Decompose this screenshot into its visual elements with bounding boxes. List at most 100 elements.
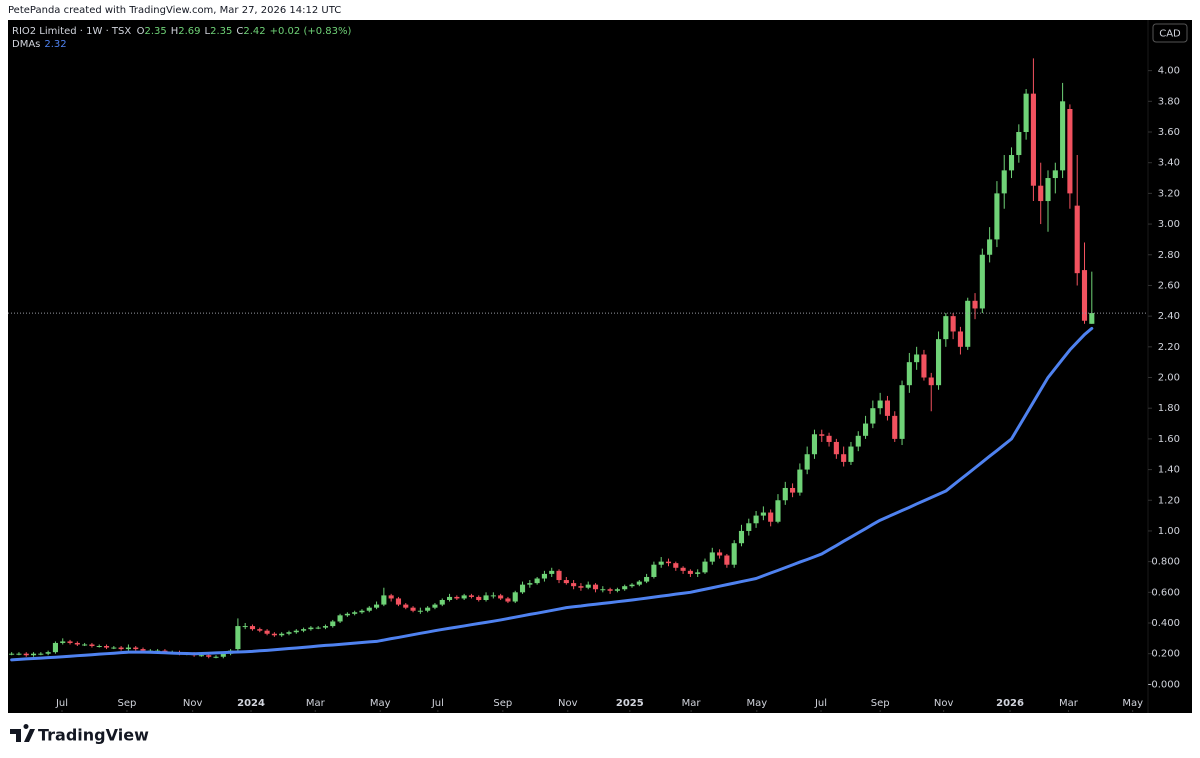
candle-body [614,589,620,591]
candle-body [1001,170,1007,194]
candle-body [498,595,504,599]
candle-body [563,580,569,584]
ohlc-key: O [137,26,145,37]
candle-body [556,570,562,581]
y-tick-label: 1.40 [1158,465,1180,476]
candle-body [439,599,445,605]
x-tick-label: May [1122,698,1143,709]
candle-body [680,567,686,571]
candle-body [352,612,358,614]
candle-body [1067,108,1073,194]
candle-body [665,561,672,564]
brand: TradingView [38,726,149,745]
y-tick-label: 3.40 [1158,158,1180,169]
candle-body [972,300,978,309]
candle-body [760,512,766,516]
candle-body [804,454,810,470]
candle-body [381,595,387,605]
candle-body [89,644,95,647]
candle-body [279,633,285,636]
candle-body [797,469,803,493]
indicator-legend: DMAs 2.32 [12,39,67,50]
candle-body [432,604,438,608]
ohlc-value: 2.42 [243,26,265,37]
candle-body [213,656,219,658]
change: +0.02 (+0.83%) [270,26,352,37]
candle-body [914,354,920,363]
y-tick-label: 0.800 [1151,557,1180,568]
ohlc-key: L [205,26,211,37]
y-tick-label: 2.60 [1158,280,1180,291]
candle-body [855,435,861,447]
candle-body [884,400,891,416]
candle-body [906,362,912,386]
candle-body [315,627,321,629]
x-tick-label: Nov [934,698,954,709]
x-tick-label: 2024 [237,698,265,709]
candle-body [877,400,883,409]
candle-body [724,555,730,565]
candle-body [425,607,431,611]
candle-body [140,649,146,651]
candle-body [206,655,212,657]
x-tick-label: Jul [431,698,444,709]
y-tick-label: 0.200 [1151,649,1180,660]
y-tick-label: 1.20 [1158,495,1180,506]
brand-logo [10,723,35,742]
candle-body [483,595,489,600]
candle-body [60,641,66,643]
candle-body [1030,93,1036,186]
candle-body [833,441,839,455]
candle-body [1008,155,1015,171]
candle-body [519,584,526,593]
moving-average-line [10,326,1094,662]
candle-body [753,515,759,524]
candle-body [125,647,131,650]
candle-body [220,653,226,657]
candle-body [892,415,898,439]
logo-mark [10,723,35,742]
candle-body [921,354,927,378]
x-tick-label: Sep [118,698,137,709]
x-tick-label: Nov [558,698,578,709]
candle-body [468,595,474,597]
y-tick-label: 2.20 [1158,342,1180,353]
candle-body [790,487,796,493]
candle-body [337,615,343,622]
candle-body [67,641,73,643]
candle-body [899,385,905,439]
symbol: RIO2 Limited · 1W · TSX [12,26,131,37]
ohlc-key: H [171,26,179,37]
candle-body [738,530,745,544]
candle-body [1045,178,1051,202]
candle-body [782,487,788,501]
candle-body [1089,313,1095,324]
candle-body [103,646,110,648]
candle-body [82,644,88,646]
candle-body [242,626,248,628]
candle-body [344,613,350,616]
candle-body [1074,205,1080,274]
currency-box[interactable] [1152,23,1188,43]
candle-body [687,570,693,574]
indicator-name: DMAs [12,39,40,50]
y-tick-label: 3.60 [1158,127,1180,138]
candle-body [512,592,518,602]
candle-body [811,434,818,455]
candle-body [264,630,270,634]
candle-body [549,570,555,574]
candle-body [965,300,971,347]
candle-body [410,607,416,611]
candle-body [374,604,380,608]
candle-body [943,316,949,340]
currency: CAD [1159,29,1181,40]
candle-body [746,523,752,531]
candle-body [308,627,314,630]
candle-body [490,595,496,597]
candle-body [23,653,29,656]
x-tick-label: 2025 [616,698,644,709]
candle-body [388,595,394,599]
candle-body [841,454,847,462]
y-tick-label: 0.400 [1151,618,1180,629]
